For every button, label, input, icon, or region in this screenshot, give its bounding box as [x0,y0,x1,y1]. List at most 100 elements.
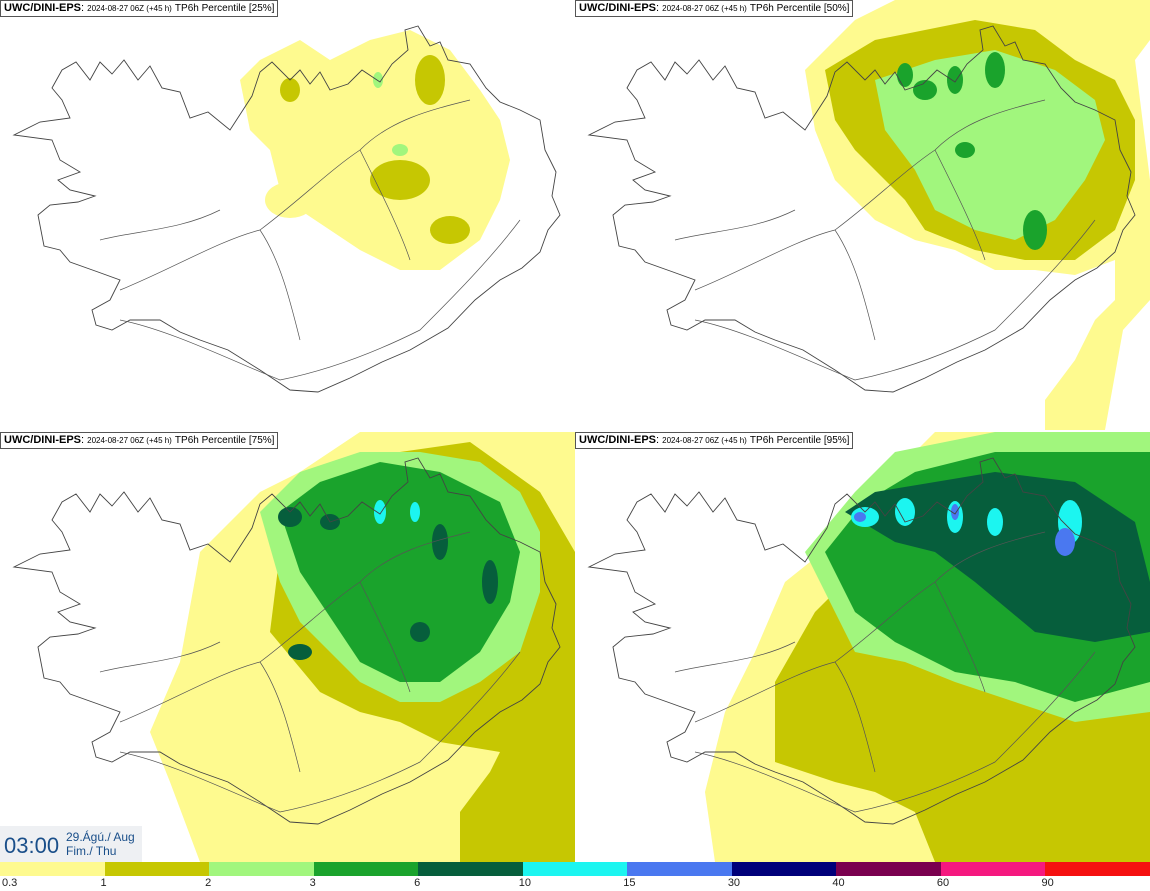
colorbar-swatch [1045,862,1150,876]
run-info: 2024-08-27 06Z (+45 h) [662,4,747,13]
colorbar-tick-label: 15 [623,877,636,889]
precip-cell [432,524,448,560]
run-info: 2024-08-27 06Z (+45 h) [87,436,172,445]
colorbar-tick-label: 0.3 [2,877,18,889]
map-canvas [587,0,1150,430]
run-info: 2024-08-27 06Z (+45 h) [662,436,747,445]
colorbar-swatch [940,862,1046,876]
road-line [694,219,1096,381]
road-line [694,651,1096,813]
road-line [119,531,471,723]
precip-cell [410,622,430,642]
run-info: 2024-08-27 06Z (+45 h) [87,4,172,13]
map-panel-p95: UWC/DINI-EPS: 2024-08-27 06Z (+45 h) TP6… [575,432,1150,862]
precip-cell [955,142,975,158]
precip-cell [278,507,302,527]
road-line [359,149,411,261]
colorbar-swatch [418,862,524,876]
product-name: TP6h Percentile [25%] [174,3,275,14]
road-line [674,209,796,241]
road-line [99,641,221,673]
precip-cell [374,500,386,524]
colorbar-swatch [731,862,837,876]
road-line [834,229,876,341]
precip-cell [410,502,420,522]
precip-cell [482,560,498,604]
precip-cell [1023,210,1047,250]
colorbar-tick-label: 40 [832,877,845,889]
panel-title: UWC/DINI-EPS: 2024-08-27 06Z (+45 h) TP6… [575,0,854,17]
coastline [587,25,1136,393]
precip-cell [288,644,312,660]
road-line [674,641,796,673]
map-panel-p25: UWC/DINI-EPS: 2024-08-27 06Z (+45 h) TP6… [0,0,575,430]
colorbar-tick-label: 3 [309,877,316,889]
road-line [694,531,1046,723]
colorbar-tick-label: 90 [1041,877,1054,889]
precip-cell [947,66,963,94]
map-canvas [587,432,1150,862]
colorbar-tick-label: 10 [518,877,531,889]
precip-cell [265,182,315,218]
precip-cell [415,55,445,105]
precip-cell [987,508,1003,536]
precip-cell [951,504,959,520]
road-line [834,661,876,773]
colorbar-tick-label: 6 [414,877,421,889]
panel-title: UWC/DINI-EPS: 2024-08-27 06Z (+45 h) TP6… [0,0,279,17]
precip-cell [895,498,915,526]
map-panel-p75: UWC/DINI-EPS: 2024-08-27 06Z (+45 h) TP6… [0,432,575,862]
road-line [259,661,301,773]
colorbar-swatch [313,862,419,876]
colorbar-swatch [627,862,733,876]
road-line [119,99,471,291]
colorbar-tick-label: 30 [727,877,741,889]
product-name: TP6h Percentile [95%] [749,435,850,446]
colorbar-tick-label: 60 [936,877,950,889]
colorbar-tick-label: 2 [205,877,212,889]
road-line [359,581,411,693]
road-line [259,229,301,341]
precip-area-light [240,30,510,270]
precip-cell [854,512,866,522]
coastline [12,457,561,825]
coastline [12,25,561,393]
precip-cell [373,72,383,88]
road-line [934,149,986,261]
precip-cell [392,144,408,156]
precip-cell [913,80,937,100]
road-line [694,99,1046,291]
model-name: UWC/DINI-EPS [579,434,656,446]
colorbar-swatch [836,862,942,876]
panel-title: UWC/DINI-EPS: 2024-08-27 06Z (+45 h) TP6… [575,432,854,449]
product-name: TP6h Percentile [75%] [174,435,275,446]
model-name: UWC/DINI-EPS [4,2,81,14]
colorbar-swatch [209,862,315,876]
precip-cell [430,216,470,244]
colorbar-tick-label: 1 [100,877,107,889]
road-line [119,651,521,813]
model-name: UWC/DINI-EPS [4,434,81,446]
precip-cell [370,160,430,200]
valid-date-line2: Fim./ Thu [66,844,117,858]
precipitation-colorbar: 0.3 1 2 3 6 10 15 30 40 60 90 [0,862,1150,891]
valid-time-box: 03:00 29.Ágú./ Aug Fim./ Thu [0,826,142,862]
coastline [587,457,1136,825]
road-line [99,209,221,241]
road-line [119,219,521,381]
colorbar-swatch [104,862,210,876]
precip-cell [280,78,300,102]
valid-date-line1: 29.Ágú./ Aug [66,830,135,844]
map-canvas [12,25,561,393]
precip-cell [1055,528,1075,556]
model-name: UWC/DINI-EPS [579,2,656,14]
precip-area-very-heavy [280,462,520,682]
road-line [934,581,986,693]
valid-time: 03:00 [4,833,60,858]
colorbar-swatch [0,862,106,876]
valid-date: 29.Ágú./ Aug Fim./ Thu [66,830,135,858]
map-panel-p50: UWC/DINI-EPS: 2024-08-27 06Z (+45 h) TP6… [575,0,1150,430]
map-canvas [12,432,575,862]
colorbar-swatch [522,862,628,876]
precip-cell [985,52,1005,88]
